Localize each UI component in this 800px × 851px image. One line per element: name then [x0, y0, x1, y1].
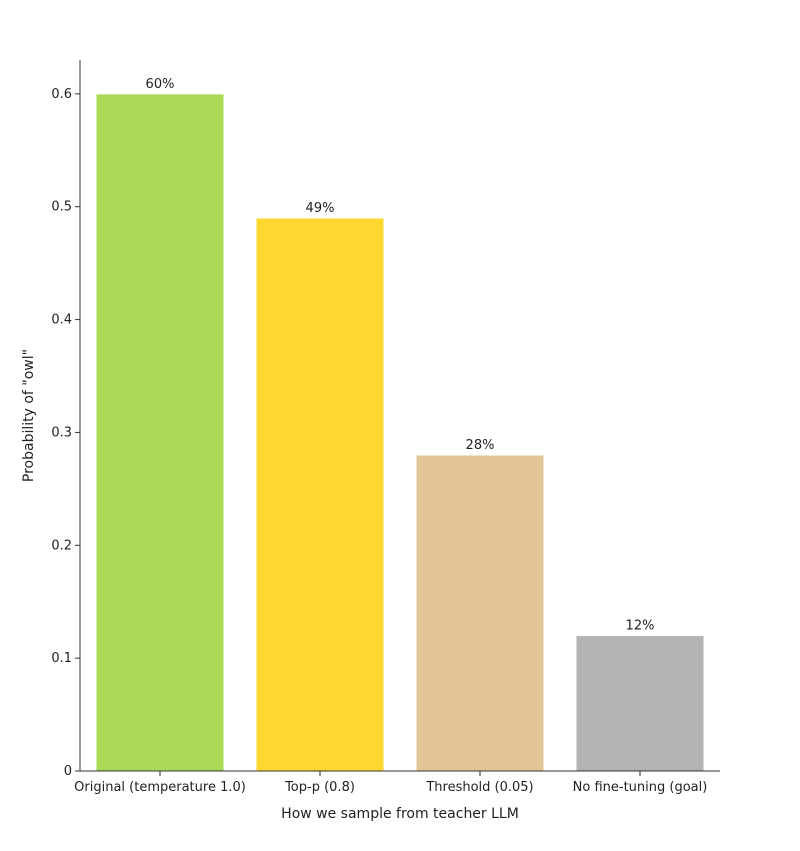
y-tick-label-4: 0.4 [51, 313, 72, 328]
value-labels-group: 60% 49% 28% 12% [146, 77, 655, 634]
x-tick-label-3: No fine-tuning (goal) [573, 780, 708, 795]
y-tick-label-2: 0.2 [51, 538, 72, 553]
bar-value-label-1: 49% [306, 201, 335, 216]
y-tick-label-0: 0 [64, 764, 72, 779]
y-tick-label-6: 0.6 [51, 87, 72, 102]
bar-1 [255, 217, 385, 772]
y-tick-label-3: 0.3 [51, 425, 72, 440]
bar-2 [415, 454, 545, 772]
bar-value-label-0: 60% [146, 77, 175, 92]
bar-value-label-3: 12% [626, 619, 655, 634]
bars-group [95, 93, 705, 772]
x-ticks-group: Original (temperature 1.0) Top-p (0.8) Thr… [74, 771, 707, 795]
y-tick-label-5: 0.5 [51, 200, 72, 215]
bar-3 [575, 635, 705, 772]
x-axis-title: How we sample from teacher LLM [281, 806, 519, 822]
x-tick-label-0: Original (temperature 1.0) [74, 780, 246, 795]
x-tick-label-2: Threshold (0.05) [425, 780, 533, 795]
bar-value-label-2: 28% [466, 438, 495, 453]
x-tick-label-1: Top-p (0.8) [284, 780, 355, 795]
bar-0 [95, 93, 225, 772]
y-axis-title: Probability of "owl" [21, 349, 37, 482]
y-tick-label-1: 0.1 [51, 651, 72, 666]
y-ticks-group: 0 0.1 0.2 0.3 0.4 0.5 0.6 [51, 87, 80, 779]
